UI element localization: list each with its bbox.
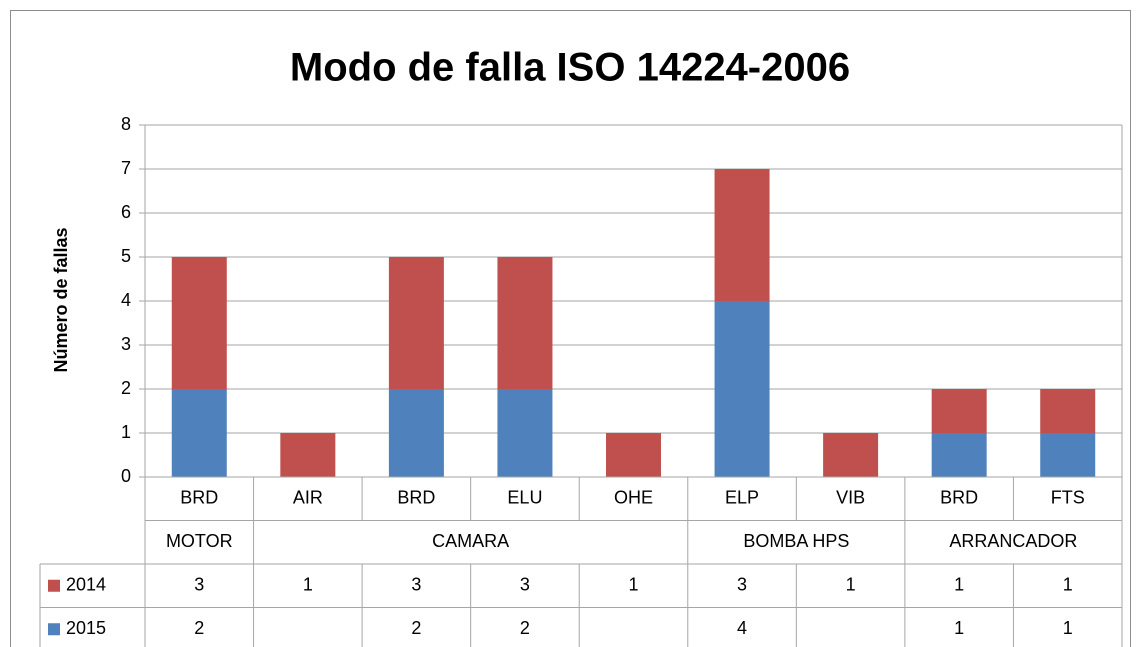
bar: [823, 433, 879, 477]
table-value: 3: [520, 575, 530, 595]
x-tick-label: BRD: [397, 488, 435, 508]
y-tick-label: 8: [121, 114, 131, 134]
table-value: 1: [303, 575, 313, 595]
table-value: 3: [411, 575, 421, 595]
table-value: 2: [194, 618, 204, 638]
bar: [931, 389, 987, 433]
y-tick-label: 3: [121, 334, 131, 354]
table-value: 1: [628, 575, 638, 595]
group-label: BOMBA HPS: [743, 531, 849, 551]
y-tick-label: 0: [121, 466, 131, 486]
table-value: 3: [194, 575, 204, 595]
bar: [497, 389, 553, 477]
y-tick-label: 1: [121, 422, 131, 442]
bar: [388, 257, 444, 389]
chart-title: Modo de falla ISO 14224-2006: [290, 46, 850, 90]
x-tick-label: BRD: [180, 488, 218, 508]
bar: [931, 433, 987, 477]
x-tick-label: VIB: [836, 488, 865, 508]
bar: [497, 257, 553, 389]
group-label: MOTOR: [166, 531, 233, 551]
table-value: 2: [411, 618, 421, 638]
legend-key: [48, 623, 60, 636]
bar: [1040, 389, 1096, 433]
table-value: 2: [520, 618, 530, 638]
group-label: ARRANCADOR: [949, 531, 1077, 551]
group-label: CAMARA: [432, 531, 509, 551]
y-tick-label: 2: [121, 378, 131, 398]
bar: [714, 301, 770, 477]
legend-label: 2015: [66, 618, 106, 638]
x-tick-label: FTS: [1051, 488, 1085, 508]
y-axis-label: Número de fallas: [51, 227, 71, 372]
table-value: 1: [1063, 575, 1073, 595]
bar: [171, 257, 227, 389]
x-tick-label: AIR: [293, 488, 323, 508]
bar: [714, 169, 770, 301]
x-tick-label: ELP: [725, 488, 759, 508]
table-value: 4: [737, 618, 747, 638]
bar: [280, 433, 336, 477]
y-tick-label: 6: [121, 202, 131, 222]
y-tick-label: 4: [121, 290, 131, 310]
table-value: 1: [954, 575, 964, 595]
legend-label: 2014: [66, 575, 106, 595]
bar: [171, 389, 227, 477]
bar: [1040, 433, 1096, 477]
table-value: 1: [1063, 618, 1073, 638]
table-value: 3: [737, 575, 747, 595]
table-value: 1: [954, 618, 964, 638]
bar: [606, 433, 661, 477]
x-tick-label: ELU: [507, 488, 542, 508]
x-tick-label: OHE: [614, 488, 653, 508]
x-tick-label: BRD: [940, 488, 978, 508]
legend-key: [48, 579, 60, 592]
table-value: 1: [846, 575, 856, 595]
y-tick-label: 7: [121, 158, 131, 178]
bar: [388, 389, 444, 477]
y-tick-label: 5: [121, 246, 131, 266]
